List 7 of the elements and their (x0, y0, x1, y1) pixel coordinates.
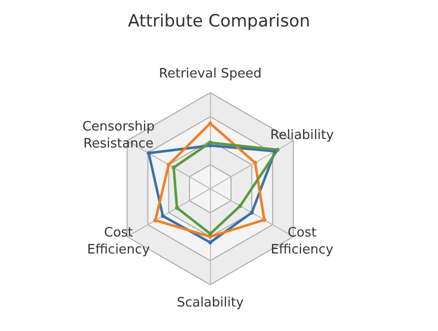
spoke-label: Censorship Resistance (82, 120, 155, 152)
chart-title: Attribute Comparison (128, 12, 310, 32)
spoke-label: Reliability (270, 128, 334, 144)
spoke-label: Scalability (176, 296, 244, 311)
spoke-label: Cost Efficiency (270, 226, 334, 258)
spoke-label: Cost Efficiency (87, 226, 150, 258)
spoke-label: Retrieval Speed (158, 66, 262, 82)
